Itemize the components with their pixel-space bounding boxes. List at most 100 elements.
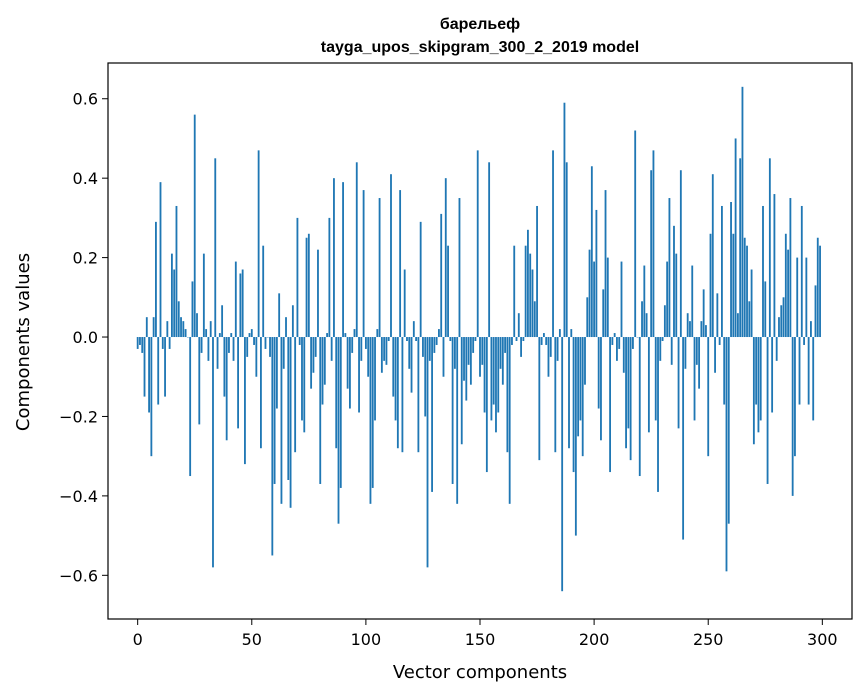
bar <box>659 337 662 361</box>
bar <box>175 205 178 338</box>
bar <box>734 138 737 338</box>
bar <box>301 337 303 421</box>
bar <box>574 337 577 536</box>
bar <box>552 150 554 338</box>
bar <box>663 305 666 338</box>
bar <box>255 337 258 377</box>
bar <box>522 337 525 341</box>
bar <box>508 337 511 504</box>
bar <box>584 337 586 385</box>
bar <box>805 257 808 338</box>
x-axis-ticks: 0 50 100 150 200 250 300 <box>133 619 838 649</box>
bar <box>618 337 621 349</box>
bar <box>698 337 701 389</box>
bar <box>369 337 372 504</box>
bar <box>385 337 388 365</box>
bar <box>609 337 611 473</box>
bar <box>410 337 413 393</box>
bar <box>339 337 342 488</box>
bar <box>228 337 230 353</box>
x-tick-label: 150 <box>465 630 496 649</box>
bar <box>490 337 493 421</box>
x-tick-label: 50 <box>242 630 262 649</box>
bar <box>145 317 148 338</box>
bar <box>657 337 659 492</box>
bar <box>741 86 744 338</box>
bar <box>775 337 778 361</box>
chart-title-line1: барельеф <box>440 16 520 33</box>
bar <box>376 329 379 338</box>
bar <box>791 337 794 496</box>
bar <box>449 337 452 341</box>
bar <box>721 205 723 338</box>
bar <box>816 237 819 338</box>
bar <box>469 337 472 385</box>
bar <box>321 337 324 405</box>
bar <box>460 337 463 445</box>
bar <box>161 337 164 349</box>
bar <box>433 337 436 353</box>
bar <box>536 205 538 338</box>
bar <box>264 337 267 349</box>
bar <box>506 337 509 453</box>
bar <box>184 329 187 338</box>
bar <box>670 337 673 365</box>
bar <box>529 253 532 338</box>
bar <box>787 249 790 338</box>
bar <box>367 337 370 377</box>
bar <box>207 337 210 361</box>
bar <box>326 333 329 338</box>
bar <box>225 337 228 441</box>
bar <box>260 337 262 449</box>
bar <box>565 162 568 338</box>
bar <box>520 337 522 357</box>
bar <box>442 337 445 377</box>
bar <box>456 337 459 504</box>
bar <box>668 198 671 338</box>
bar <box>447 245 449 338</box>
bar <box>540 337 543 345</box>
bar <box>702 289 705 338</box>
bar <box>355 162 358 338</box>
bar <box>686 313 689 338</box>
bar <box>807 337 810 405</box>
bar <box>216 337 219 369</box>
bar <box>597 337 600 409</box>
bar <box>422 337 424 357</box>
bar <box>620 261 623 338</box>
bar <box>451 337 454 484</box>
bar <box>483 337 486 413</box>
bar <box>344 333 347 338</box>
bar <box>458 198 461 338</box>
bar <box>232 337 235 361</box>
bar <box>438 329 440 338</box>
bar <box>383 337 386 361</box>
bar <box>572 337 575 473</box>
bar <box>323 337 326 385</box>
bar <box>246 337 249 357</box>
bar <box>330 337 333 361</box>
bar <box>752 337 755 445</box>
bar <box>230 333 233 338</box>
bar <box>682 337 685 540</box>
bar <box>641 301 643 338</box>
bar <box>257 150 260 338</box>
bar <box>810 321 812 338</box>
bar <box>561 337 564 592</box>
bar <box>691 265 694 338</box>
bar <box>595 209 598 338</box>
bar <box>349 337 351 409</box>
bar <box>556 337 559 361</box>
bar <box>499 337 502 369</box>
bar <box>673 225 675 338</box>
bar <box>173 269 176 338</box>
bar <box>650 170 653 338</box>
bar <box>312 337 315 373</box>
bar <box>513 245 516 338</box>
bar <box>634 130 637 338</box>
bar <box>581 337 584 457</box>
bar <box>346 337 349 389</box>
bar <box>212 337 214 568</box>
bar <box>214 158 217 338</box>
bar <box>253 337 255 345</box>
